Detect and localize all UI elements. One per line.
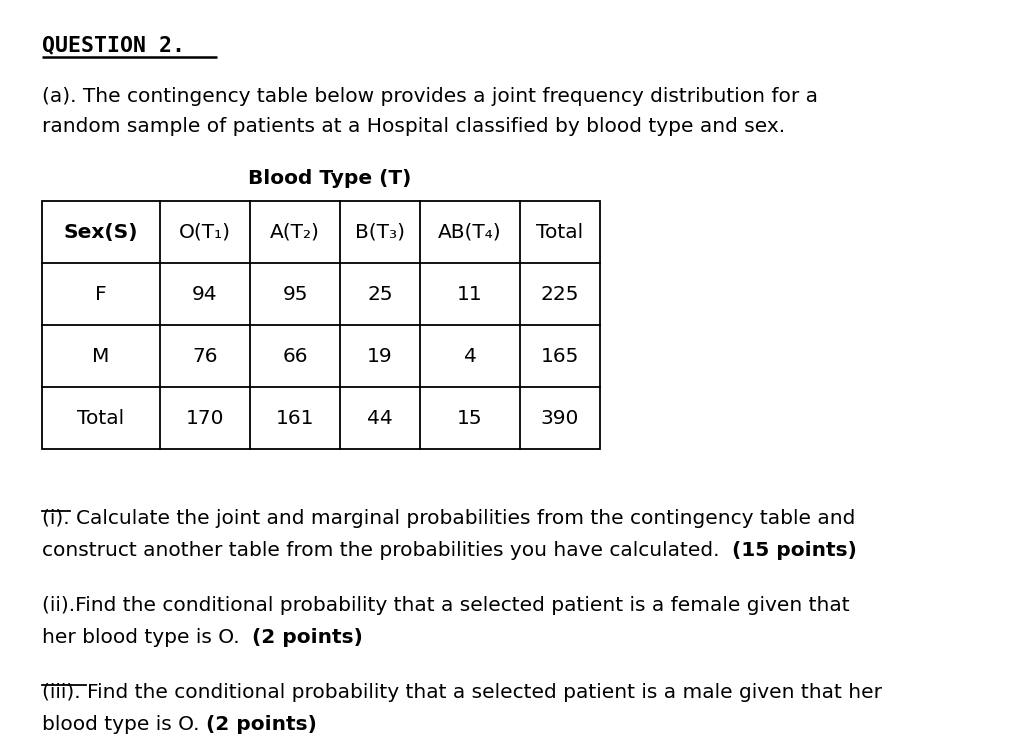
Text: blood type is O.: blood type is O.: [42, 715, 206, 734]
Text: (iii). Find the conditional probability that a selected patient is a male given : (iii). Find the conditional probability …: [42, 683, 882, 702]
Bar: [42, 201, 600, 449]
Text: O(T₁): O(T₁): [179, 222, 231, 242]
Text: A(T₂): A(T₂): [270, 222, 319, 242]
Text: random sample of patients at a Hospital classified by blood type and sex.: random sample of patients at a Hospital …: [42, 117, 785, 136]
Text: QUESTION 2.: QUESTION 2.: [42, 35, 185, 55]
Text: Blood Type (T): Blood Type (T): [248, 169, 412, 188]
Text: B(T₃): B(T₃): [355, 222, 406, 242]
Text: 44: 44: [368, 408, 393, 428]
Text: construct another table from the probabilities you have calculated.: construct another table from the probabi…: [42, 541, 732, 560]
Text: 170: 170: [185, 408, 224, 428]
Text: 390: 390: [541, 408, 580, 428]
Text: 25: 25: [368, 285, 393, 303]
Text: her blood type is O.: her blood type is O.: [42, 628, 252, 647]
Text: (i). Calculate the joint and marginal probabilities from the contingency table a: (i). Calculate the joint and marginal pr…: [42, 509, 855, 528]
Text: 165: 165: [541, 346, 580, 365]
Text: F: F: [95, 285, 106, 303]
Text: (2 points): (2 points): [206, 715, 316, 734]
Text: 4: 4: [464, 346, 476, 365]
Text: 19: 19: [368, 346, 393, 365]
Text: 15: 15: [457, 408, 482, 428]
Text: (ii).Find the conditional probability that a selected patient is a female given : (ii).Find the conditional probability th…: [42, 596, 850, 615]
Text: 94: 94: [193, 285, 218, 303]
Text: Sex(S): Sex(S): [63, 222, 138, 242]
Text: 225: 225: [541, 285, 580, 303]
Text: Total: Total: [537, 222, 584, 242]
Text: 76: 76: [193, 346, 218, 365]
Text: M: M: [92, 346, 110, 365]
Text: 161: 161: [275, 408, 314, 428]
Text: (2 points): (2 points): [252, 628, 364, 647]
Text: (15 points): (15 points): [732, 541, 857, 560]
Text: 66: 66: [283, 346, 308, 365]
Text: 95: 95: [283, 285, 308, 303]
Text: 11: 11: [457, 285, 483, 303]
Text: Total: Total: [78, 408, 125, 428]
Text: (a). The contingency table below provides a joint frequency distribution for a: (a). The contingency table below provide…: [42, 87, 818, 106]
Text: AB(T₄): AB(T₄): [438, 222, 502, 242]
